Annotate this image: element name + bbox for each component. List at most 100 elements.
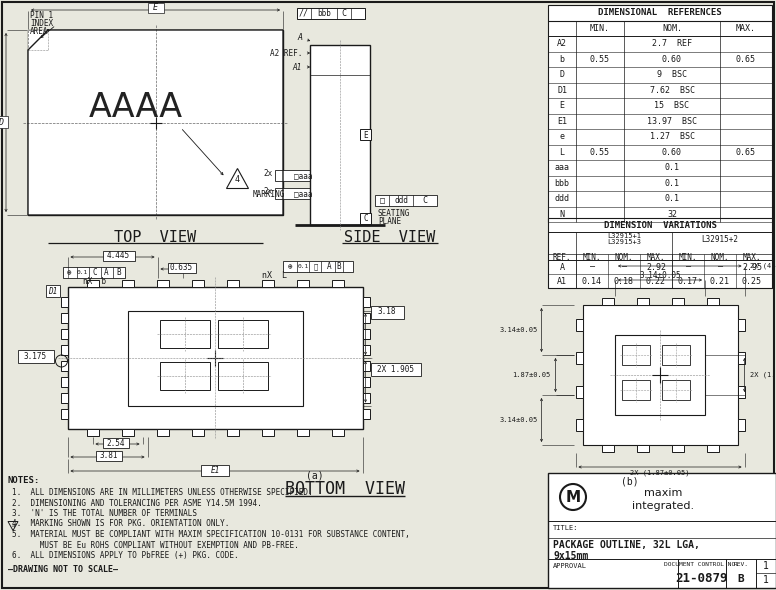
Text: b: b — [559, 55, 564, 64]
Bar — [68, 287, 362, 429]
Bar — [0, 116, 8, 127]
Text: –DRAWING NOT TO SCALE–: –DRAWING NOT TO SCALE– — [8, 565, 118, 575]
Text: 3.18: 3.18 — [378, 307, 397, 316]
Text: bbb: bbb — [317, 9, 331, 18]
Bar — [370, 306, 404, 319]
Bar — [370, 363, 421, 376]
Text: 13.97  BSC: 13.97 BSC — [647, 117, 697, 126]
Text: 1.  ALL DIMENSIONS ARE IN MILLIMETERS UNLESS OTHERWISE SPECIFIED.: 1. ALL DIMENSIONS ARE IN MILLIMETERS UNL… — [12, 488, 313, 497]
Text: NOM.: NOM. — [711, 253, 729, 262]
Text: 0.1: 0.1 — [664, 163, 680, 172]
Bar — [662, 345, 690, 365]
Text: 0.65: 0.65 — [736, 55, 756, 64]
Bar — [61, 377, 68, 387]
Bar — [671, 298, 684, 305]
Text: D: D — [0, 118, 4, 127]
Text: –: – — [685, 263, 691, 271]
Text: 4.  MARKING SHOWN IS FOR PKG. ORIENTATION ONLY.: 4. MARKING SHOWN IS FOR PKG. ORIENTATION… — [12, 520, 230, 529]
Text: 15  BSC: 15 BSC — [654, 101, 690, 110]
Bar — [636, 298, 649, 305]
Text: 2X (1.87±0.05): 2X (1.87±0.05) — [750, 372, 776, 378]
Bar — [102, 251, 134, 261]
Bar — [46, 285, 60, 297]
Text: 2X (1.87±0.05): 2X (1.87±0.05) — [630, 470, 690, 476]
Text: 2X 1.905: 2X 1.905 — [377, 365, 414, 374]
Text: 2X (4.41±0.05): 2X (4.41±0.05) — [750, 263, 776, 269]
Bar — [227, 280, 238, 287]
Bar — [218, 320, 268, 348]
Bar — [127, 310, 303, 405]
Text: 0.55: 0.55 — [590, 55, 610, 64]
Text: 1.27  BSC: 1.27 BSC — [650, 132, 695, 141]
Text: ⊕: ⊕ — [288, 262, 293, 271]
Bar — [275, 188, 330, 199]
Text: 0.60: 0.60 — [662, 148, 682, 157]
Text: 2x: 2x — [263, 169, 272, 179]
Bar — [86, 280, 99, 287]
Text: NOM.: NOM. — [662, 24, 682, 33]
Bar — [63, 267, 124, 278]
Text: 2.92: 2.92 — [646, 263, 666, 271]
Text: ddd: ddd — [555, 194, 570, 203]
Text: DOCUMENT CONTROL NO.: DOCUMENT CONTROL NO. — [664, 562, 740, 566]
Text: A2 REF.: A2 REF. — [269, 48, 302, 57]
Text: 0.635: 0.635 — [170, 264, 193, 273]
Text: L32915+2: L32915+2 — [702, 234, 739, 244]
Bar — [583, 305, 737, 445]
Bar — [671, 445, 684, 452]
Text: 3.14±0.05: 3.14±0.05 — [499, 327, 538, 333]
Bar — [61, 313, 68, 323]
Bar — [61, 409, 68, 419]
Text: 4: 4 — [235, 175, 240, 184]
Text: –: – — [718, 263, 722, 271]
Bar — [157, 429, 168, 436]
Text: 0.65: 0.65 — [736, 148, 756, 157]
Bar — [61, 361, 68, 371]
Bar — [95, 451, 122, 461]
Text: nX  L: nX L — [262, 270, 287, 280]
Bar — [28, 30, 283, 215]
Text: MAX.: MAX. — [736, 24, 756, 33]
Bar — [61, 297, 68, 307]
Bar — [622, 380, 650, 400]
Text: –: – — [622, 263, 626, 271]
Bar — [160, 320, 210, 348]
Bar — [61, 345, 68, 355]
Text: 4: 4 — [12, 524, 15, 529]
Text: D: D — [559, 70, 564, 79]
Text: AAAA: AAAA — [88, 91, 182, 124]
Bar — [157, 280, 168, 287]
Text: DIMENSIONAL  REFERENCES: DIMENSIONAL REFERENCES — [598, 8, 722, 17]
Bar — [737, 319, 744, 331]
Text: MIN.: MIN. — [679, 253, 698, 262]
Text: (b): (b) — [621, 477, 639, 487]
Text: 2x: 2x — [263, 188, 272, 196]
Text: 3.81: 3.81 — [99, 451, 118, 461]
Text: 0.17: 0.17 — [678, 277, 698, 286]
Text: 0.55: 0.55 — [590, 148, 610, 157]
Bar — [548, 473, 776, 588]
Text: MUST BE Eu ROHS COMPLIANT WITHOUT EXEMPTION AND PB-FREE.: MUST BE Eu ROHS COMPLIANT WITHOUT EXEMPT… — [12, 540, 299, 549]
Text: A: A — [297, 32, 302, 41]
Text: APPROVAL: APPROVAL — [553, 563, 587, 569]
Bar — [331, 429, 344, 436]
Text: 1: 1 — [763, 575, 769, 585]
Text: B: B — [337, 262, 341, 271]
Text: 0.1: 0.1 — [77, 270, 88, 275]
Text: REV.: REV. — [733, 562, 749, 566]
Bar — [622, 345, 650, 365]
Bar — [601, 445, 614, 452]
Bar — [262, 429, 273, 436]
Text: PACKAGE OUTLINE, 32L LGA,: PACKAGE OUTLINE, 32L LGA, — [553, 540, 700, 550]
Bar — [362, 345, 369, 355]
Text: maxim: maxim — [644, 488, 682, 498]
Bar — [28, 30, 283, 215]
Text: B: B — [116, 268, 121, 277]
Text: bbb: bbb — [555, 179, 570, 188]
Text: N: N — [559, 210, 564, 219]
Text: 2.54: 2.54 — [106, 438, 125, 447]
Text: A: A — [327, 262, 331, 271]
Text: TOP  VIEW: TOP VIEW — [114, 230, 196, 244]
Bar — [360, 213, 371, 224]
Text: □aaa: □aaa — [294, 171, 312, 180]
